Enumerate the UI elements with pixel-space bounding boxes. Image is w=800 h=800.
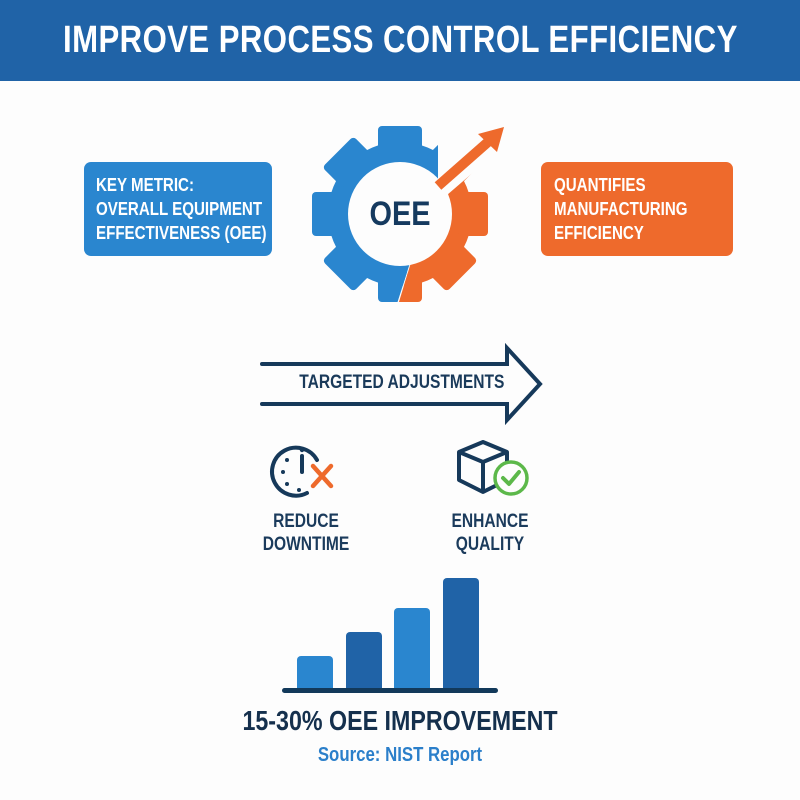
callout-line: KEY METRIC: <box>96 175 195 195</box>
benefit-label: ENHANCE <box>451 511 529 532</box>
clock-with-x-icon <box>270 445 334 498</box>
callout-line: OVERALL EQUIPMENT <box>96 199 263 219</box>
improvement-bar-chart <box>280 570 520 695</box>
callout-line: QUANTIFIES <box>554 175 646 195</box>
chart-bar-2 <box>346 632 382 689</box>
benefit-label: REDUCE <box>273 511 339 532</box>
improvement-headline: 15-30% OEE IMPROVEMENT <box>242 705 558 736</box>
callout-line: EFFICIENCY <box>554 223 644 243</box>
chart-bar-3 <box>394 608 430 689</box>
oee-label: OEE <box>369 195 431 233</box>
key-metric-callout: KEY METRIC: OVERALL EQUIPMENT EFFECTIVEN… <box>84 162 272 256</box>
cube-with-checkmark-icon <box>457 440 529 496</box>
page-title: IMPROVE PROCESS CONTROL EFFICIENCY <box>62 19 738 61</box>
benefit-label: DOWNTIME <box>262 534 350 555</box>
benefit-label: QUALITY <box>455 534 525 555</box>
callout-line: EFFECTIVENESS (OEE) <box>96 223 267 243</box>
right-arrow-icon <box>260 343 543 425</box>
chart-baseline <box>282 688 498 693</box>
callout-line: MANUFACTURING <box>554 199 688 219</box>
benefit-enhance-quality: ENHANCE QUALITY <box>410 440 570 556</box>
chart-bar-4 <box>443 578 479 689</box>
source-citation: Source: NIST Report <box>317 744 483 766</box>
chart-bar-1 <box>297 656 333 689</box>
targeted-adjustments-label: TARGETED ADJUSTMENTS <box>299 372 505 393</box>
quantifies-callout: QUANTIFIES MANUFACTURING EFFICIENCY <box>541 162 733 256</box>
benefit-reduce-downtime: REDUCE DOWNTIME <box>226 440 386 556</box>
gear-with-up-arrow-icon <box>312 126 504 302</box>
header-banner: IMPROVE PROCESS CONTROL EFFICIENCY <box>0 0 800 81</box>
